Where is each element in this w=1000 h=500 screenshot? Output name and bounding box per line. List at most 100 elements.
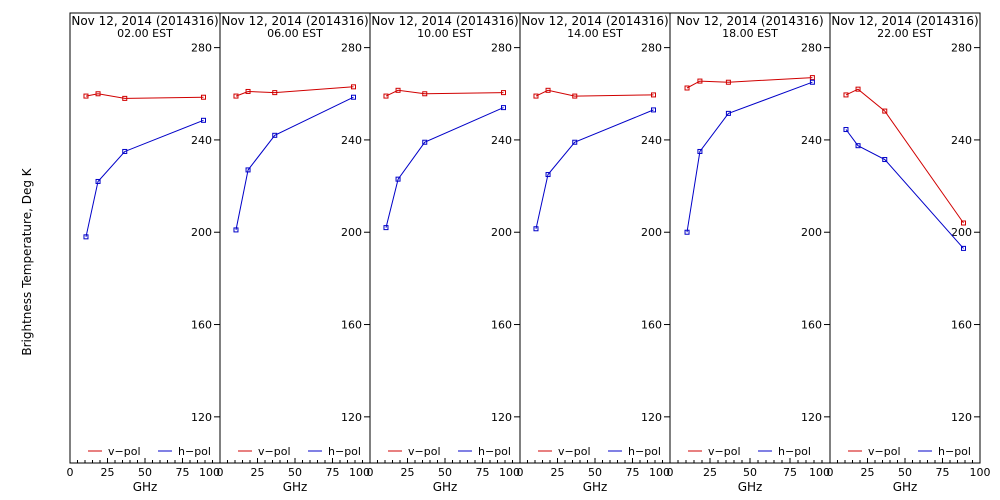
x-tick-label: 0	[217, 466, 224, 479]
x-axis-label: GHz	[133, 480, 158, 494]
data-point	[533, 226, 539, 232]
series-line	[845, 88, 964, 224]
panel-subtitle: 06.00 EST	[267, 27, 323, 40]
series-line	[535, 109, 654, 229]
data-point	[501, 90, 506, 96]
x-tick-label: 0	[517, 466, 524, 479]
legend-label-h: h−pol	[938, 445, 971, 458]
data-point	[545, 172, 551, 178]
data-point	[697, 78, 703, 84]
y-tick-label: 240	[191, 134, 212, 147]
x-axis-label: GHz	[283, 480, 308, 494]
x-tick-label: 0	[67, 466, 74, 479]
y-tick-label: 120	[191, 411, 212, 424]
x-tick-label: 50	[138, 466, 152, 479]
x-tick-label: 50	[438, 466, 452, 479]
y-tick-label: 160	[801, 319, 822, 332]
panel-subtitle: 10.00 EST	[417, 27, 473, 40]
y-tick-label: 160	[491, 319, 512, 332]
panel-title: Nov 12, 2014 (2014316)	[521, 14, 668, 28]
x-tick-label: 0	[367, 466, 374, 479]
data-point	[843, 92, 849, 98]
data-point	[395, 87, 401, 93]
x-tick-label: 25	[703, 466, 717, 479]
y-tick-label: 240	[641, 134, 662, 147]
y-tick-label: 120	[641, 411, 662, 424]
data-point	[809, 79, 815, 85]
data-point	[83, 234, 89, 240]
legend-label-v: v−pol	[558, 445, 591, 458]
x-tick-label: 25	[401, 466, 415, 479]
panel-title: Nov 12, 2014 (2014316)	[676, 14, 823, 28]
legend-label-v: v−pol	[108, 445, 141, 458]
data-point	[351, 94, 356, 100]
series-line	[385, 107, 504, 228]
x-tick-label: 25	[861, 466, 875, 479]
legend-label-h: h−pol	[328, 445, 361, 458]
x-tick-label: 50	[588, 466, 602, 479]
data-point	[882, 157, 888, 163]
data-point	[245, 167, 251, 173]
data-point	[383, 93, 389, 99]
data-point	[233, 227, 239, 233]
data-point	[855, 86, 861, 92]
chart-panel: Nov 12, 2014 (2014316)06.00 EST 120 160 200…	[217, 12, 371, 494]
data-point	[95, 91, 101, 97]
y-tick-label: 200	[951, 226, 972, 239]
x-axis-label: GHz	[433, 480, 458, 494]
data-point	[843, 127, 849, 133]
data-point	[501, 105, 506, 111]
data-point	[233, 93, 239, 99]
data-point	[422, 139, 428, 145]
x-tick-label: 50	[288, 466, 302, 479]
data-point	[684, 85, 690, 91]
y-tick-label: 200	[641, 226, 662, 239]
data-point	[651, 92, 656, 98]
legend-label-h: h−pol	[778, 445, 811, 458]
data-point	[651, 107, 656, 113]
y-tick-label: 160	[951, 319, 972, 332]
panel-subtitle: 22.00 EST	[877, 27, 933, 40]
y-tick-label: 280	[951, 42, 972, 55]
data-point	[961, 245, 966, 251]
y-tick-label: 240	[341, 134, 362, 147]
data-point	[422, 91, 428, 97]
data-point	[545, 87, 551, 93]
x-tick-label: 75	[783, 466, 797, 479]
series-line	[235, 86, 354, 97]
y-tick-label: 240	[801, 134, 822, 147]
series-line	[85, 93, 204, 99]
y-tick-label: 200	[341, 226, 362, 239]
x-tick-label: 25	[101, 466, 115, 479]
legend-label-h: h−pol	[178, 445, 211, 458]
data-point	[725, 110, 731, 116]
panel-title: Nov 12, 2014 (2014316)	[221, 14, 368, 28]
x-axis-label: GHz	[893, 480, 918, 494]
y-tick-label: 200	[491, 226, 512, 239]
x-tick-label: 0	[827, 466, 834, 479]
series-line	[535, 89, 654, 97]
y-tick-label: 200	[191, 226, 212, 239]
data-point	[855, 143, 861, 149]
data-point	[122, 148, 128, 154]
x-tick-label: 75	[626, 466, 640, 479]
panel-title: Nov 12, 2014 (2014316)	[371, 14, 518, 28]
y-tick-label: 160	[641, 319, 662, 332]
x-tick-label: 100	[199, 466, 220, 479]
data-point	[572, 93, 578, 99]
data-point	[882, 108, 888, 114]
data-point	[684, 229, 690, 235]
x-tick-label: 100	[349, 466, 370, 479]
x-tick-label: 75	[176, 466, 190, 479]
chart-panels: Nov 12, 2014 (2014316) 02.00 EST 120 160 200…	[67, 12, 991, 494]
y-axis-label: Brightness Temperature, Deg K	[20, 167, 34, 355]
legend-label-v: v−pol	[868, 445, 901, 458]
series-line	[686, 81, 813, 233]
data-point	[122, 95, 128, 101]
data-point	[383, 225, 389, 231]
x-tick-label: 0	[667, 466, 674, 479]
y-tick-label: 280	[191, 42, 212, 55]
series-line	[85, 119, 204, 237]
panel-subtitle: 02.00 EST	[117, 27, 173, 40]
x-tick-label: 100	[809, 466, 830, 479]
